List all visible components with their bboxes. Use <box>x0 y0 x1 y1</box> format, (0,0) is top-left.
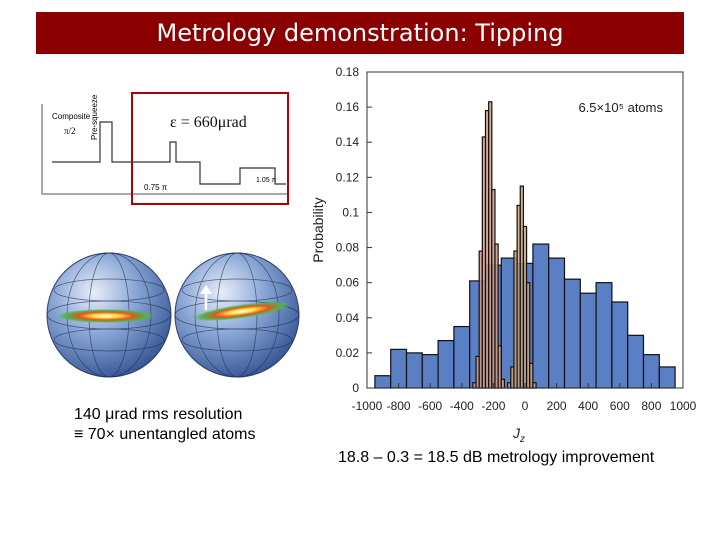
histogram-bar-s0-2 <box>405 352 423 389</box>
epsilon-label: ε = 660μrad <box>170 114 247 131</box>
y-tick-label: 0.06 <box>336 276 360 290</box>
improvement-caption: 18.8 – 0.3 = 18.5 dB metrology improveme… <box>338 449 655 466</box>
caption-line-1: 140 μrad rms resolution <box>74 406 243 423</box>
histogram-bar-s0-17 <box>642 354 660 389</box>
y-axis-label: Probability <box>310 197 326 262</box>
y-tick-label: 0.1 <box>342 205 359 219</box>
caption-line-2: ≡ 70× unentangled atoms <box>74 426 256 443</box>
y-tick-label: 0.18 <box>336 65 360 79</box>
x-tick-label: 800 <box>641 399 661 413</box>
x-axis-label: Jz <box>512 425 525 445</box>
histogram-bar-s0-10 <box>532 243 550 389</box>
histogram-bar-s0-3 <box>421 354 439 389</box>
x-tick-label: 600 <box>610 399 630 413</box>
x-tick-label: -600 <box>418 399 442 413</box>
x-tick-label: -800 <box>387 399 411 413</box>
histogram-bar-s0-13 <box>579 292 597 389</box>
y-tick-label: 0.16 <box>336 100 360 114</box>
x-tick-label: 1000 <box>670 399 697 413</box>
bloch-sphere-left <box>46 252 172 378</box>
y-tick-label: 0.04 <box>336 311 360 325</box>
histogram-bar-s1-9 <box>500 378 506 389</box>
presqueeze-label: Pre-squeeze <box>90 94 99 140</box>
y-tick-label: 0.02 <box>336 346 360 360</box>
histogram-bar-s0-4 <box>437 340 455 389</box>
histogram-bar-s2-8 <box>532 382 537 389</box>
pulse-b-label: 1.05 π <box>256 177 277 184</box>
x-tick-label: -400 <box>450 399 474 413</box>
highlight-box <box>131 92 289 205</box>
histogram-bar-s0-16 <box>627 334 645 389</box>
slide-title: Metrology demonstration: Tipping <box>36 12 684 54</box>
histogram-bar-s0-18 <box>658 366 676 389</box>
bloch-sphere-right <box>174 252 300 378</box>
histogram-bar-s0-11 <box>548 257 566 389</box>
y-tick-label: 0.12 <box>336 170 360 184</box>
x-tick-label: -200 <box>481 399 505 413</box>
x-tick-label: -1000 <box>352 399 383 413</box>
y-tick-label: 0.08 <box>336 241 360 255</box>
x-tick-label: 0 <box>522 399 529 413</box>
x-tick-label: 400 <box>578 399 598 413</box>
resolution-caption: 140 μrad rms resolution ≡ 70× unentangle… <box>74 405 255 445</box>
histogram-bar-s0-12 <box>563 278 581 389</box>
composite-label: Composite <box>52 112 91 121</box>
histogram-bar-s0-15 <box>611 301 629 389</box>
probability-histogram: 0 0.02 0.04 0.06 0.08 0.1 0.12 0.14 0.16 0.18 -100… <box>310 65 697 445</box>
pi-over-2-label: π/2 <box>64 126 76 136</box>
y-tick-label: 0.14 <box>336 135 360 149</box>
histogram-bar-s0-14 <box>595 282 613 389</box>
y-tick-label: 0 <box>352 381 359 395</box>
histogram-bar-s0-0 <box>374 375 392 389</box>
pulse-a-label: 0.75 π <box>144 183 168 192</box>
histogram-bar-s0-1 <box>390 348 408 389</box>
x-tick-label: 200 <box>547 399 567 413</box>
atom-count-annotation: 6.5×10⁵ atoms <box>578 100 663 115</box>
histogram-bar-s0-5 <box>453 325 471 389</box>
